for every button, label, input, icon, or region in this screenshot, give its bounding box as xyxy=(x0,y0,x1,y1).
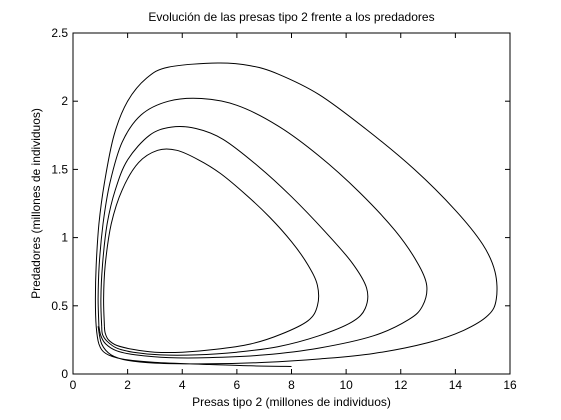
y-tick-label: 2.5 xyxy=(51,26,68,40)
x-tick-label: 14 xyxy=(449,378,463,392)
y-axis-label: Predadores (millones de individuos) xyxy=(29,108,43,299)
series-layer xyxy=(94,62,498,367)
orbit-line-4 xyxy=(103,148,320,353)
y-tick-label: 1 xyxy=(61,231,68,245)
y-tick-label: 1.5 xyxy=(51,162,68,176)
y-tick-label: 0.5 xyxy=(51,299,68,313)
plot-area xyxy=(72,32,511,375)
orbit-line-1 xyxy=(94,62,498,367)
y-tick-label: 0 xyxy=(61,367,68,381)
x-tick-label: 2 xyxy=(124,378,131,392)
ticks-layer: 0 2 4 6 8 10 12 14 16 0 0.5 1 1.5 2 2.5 xyxy=(51,26,517,392)
x-tick-label: 10 xyxy=(339,378,353,392)
orbit-line-3 xyxy=(100,126,369,356)
x-tick-label: 16 xyxy=(503,378,517,392)
x-axis-label: Presas tipo 2 (millones de individuos) xyxy=(192,395,391,409)
y-tick-label: 2 xyxy=(61,94,68,108)
x-tick-label: 12 xyxy=(394,378,408,392)
x-tick-label: 0 xyxy=(70,378,77,392)
orbit-line-2 xyxy=(97,97,428,359)
x-tick-label: 6 xyxy=(234,378,241,392)
chart-title: Evolución de las presas tipo 2 frente a … xyxy=(148,10,434,24)
x-tick-label: 8 xyxy=(288,378,295,392)
x-tick-label: 4 xyxy=(179,378,186,392)
